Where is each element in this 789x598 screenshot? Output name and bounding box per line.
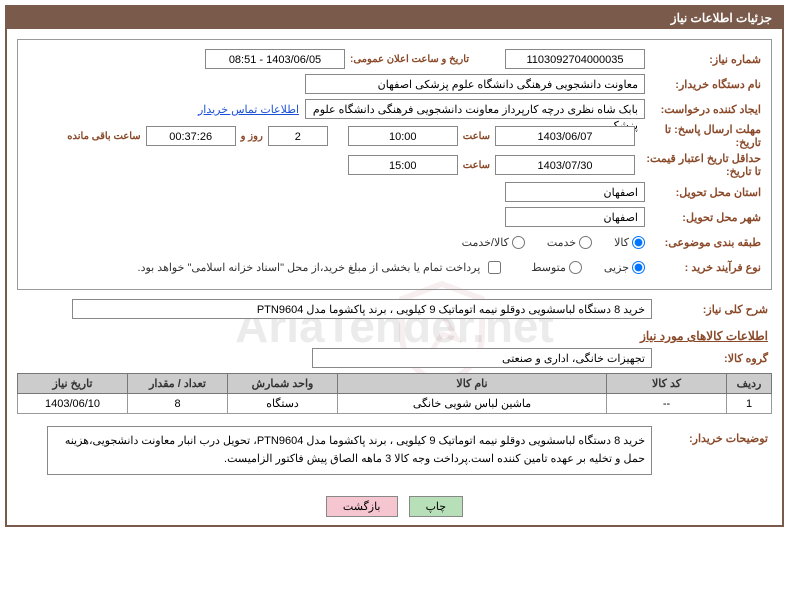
creator-label: ایجاد کننده درخواست:	[645, 103, 765, 116]
panel-title: جزئیات اطلاعات نیاز	[7, 7, 782, 29]
radio-minor[interactable]: جزیی	[604, 261, 645, 274]
th-date: تاریخ نیاز	[18, 374, 128, 394]
announce-value: 1403/06/05 - 08:51	[205, 49, 345, 69]
deadline-time: 10:00	[348, 126, 458, 146]
contact-link[interactable]: اطلاعات تماس خریدار	[198, 103, 305, 116]
remaining-label: ساعت باقی مانده	[62, 131, 145, 142]
radio-medium-input[interactable]	[569, 261, 582, 274]
cell-unit: دستگاه	[228, 394, 338, 414]
overall-desc-label: شرح کلی نیاز:	[652, 303, 772, 316]
radio-minor-input[interactable]	[632, 261, 645, 274]
city-label: شهر محل تحویل:	[645, 211, 765, 224]
remarks-label: توضیحات خریدار:	[652, 420, 772, 445]
announce-label: تاریخ و ساعت اعلان عمومی:	[345, 54, 505, 65]
th-unit: واحد شمارش	[228, 374, 338, 394]
radio-goods-service-input[interactable]	[512, 236, 525, 249]
th-name: نام کالا	[338, 374, 607, 394]
goods-table: ردیف کد کالا نام کالا واحد شمارش تعداد /…	[17, 373, 772, 414]
city-value: اصفهان	[505, 207, 645, 227]
radio-medium[interactable]: متوسط	[531, 261, 582, 274]
cell-qty: 8	[128, 394, 228, 414]
need-no-value: 1103092704000035	[505, 49, 645, 69]
goods-group-value: تجهیزات خانگی، اداری و صنعتی	[312, 348, 652, 368]
payment-note: پرداخت تمام یا بخشی از مبلغ خرید،از محل …	[138, 261, 489, 274]
radio-goods-input[interactable]	[632, 236, 645, 249]
time-label-2: ساعت	[458, 160, 495, 171]
treasury-checkbox[interactable]	[488, 261, 501, 274]
purchase-radios: جزیی متوسط	[513, 261, 645, 274]
back-button[interactable]: بازگشت	[326, 496, 398, 517]
days-left: 2	[268, 126, 328, 146]
cell-date: 1403/06/10	[18, 394, 128, 414]
days-and-label: روز و	[236, 131, 268, 142]
buyer-org-label: نام دستگاه خریدار:	[645, 78, 765, 91]
th-row: ردیف	[727, 374, 772, 394]
radio-goods[interactable]: کالا	[614, 236, 645, 249]
remarks-value: خرید 8 دستگاه لباسشویی دوقلو نیمه اتومات…	[47, 426, 652, 475]
cell-name: ماشین لباس شویی خانگی	[338, 394, 607, 414]
category-label: طبقه بندی موضوعی:	[645, 236, 765, 249]
overall-desc-value: خرید 8 دستگاه لباسشویی دوقلو نیمه اتومات…	[72, 299, 652, 319]
cell-code: --	[607, 394, 727, 414]
radio-service-input[interactable]	[579, 236, 592, 249]
province-value: اصفهان	[505, 182, 645, 202]
need-no-label: شماره نیاز:	[645, 53, 765, 66]
print-button[interactable]: چاپ	[409, 496, 464, 517]
time-label-1: ساعت	[458, 131, 495, 142]
buyer-org-value: معاونت دانشجویی فرهنگی دانشگاه علوم پزشک…	[305, 74, 645, 94]
th-code: کد کالا	[607, 374, 727, 394]
time-left: 00:37:26	[146, 126, 236, 146]
creator-value: بابک شاه نظری درچه کارپرداز معاونت دانشج…	[305, 99, 645, 119]
goods-group-label: گروه کالا:	[652, 352, 772, 365]
validity-time: 15:00	[348, 155, 458, 175]
category-radios: کالا خدمت کالا/خدمت	[444, 236, 645, 249]
goods-info-title: اطلاعات کالاهای مورد نیاز	[17, 323, 772, 347]
validity-label: حداقل تاریخ اعتبار قیمت: تا تاریخ:	[635, 152, 765, 178]
deadline-label: مهلت ارسال پاسخ: تا تاریخ:	[635, 123, 765, 149]
province-label: استان محل تحویل:	[645, 186, 765, 199]
th-qty: تعداد / مقدار	[128, 374, 228, 394]
cell-row: 1	[727, 394, 772, 414]
details-panel: جزئیات اطلاعات نیاز AriaTender.net شماره…	[5, 5, 784, 527]
header-info-box: شماره نیاز: 1103092704000035 تاریخ و ساع…	[17, 39, 772, 290]
radio-goods-service[interactable]: کالا/خدمت	[462, 236, 525, 249]
radio-service[interactable]: خدمت	[547, 236, 592, 249]
validity-date: 1403/07/30	[495, 155, 635, 175]
button-bar: چاپ بازگشت	[7, 488, 782, 525]
deadline-date: 1403/06/07	[495, 126, 635, 146]
purchase-type-label: نوع فرآیند خرید :	[645, 261, 765, 274]
table-row: 1--ماشین لباس شویی خانگیدستگاه81403/06/1…	[18, 394, 772, 414]
